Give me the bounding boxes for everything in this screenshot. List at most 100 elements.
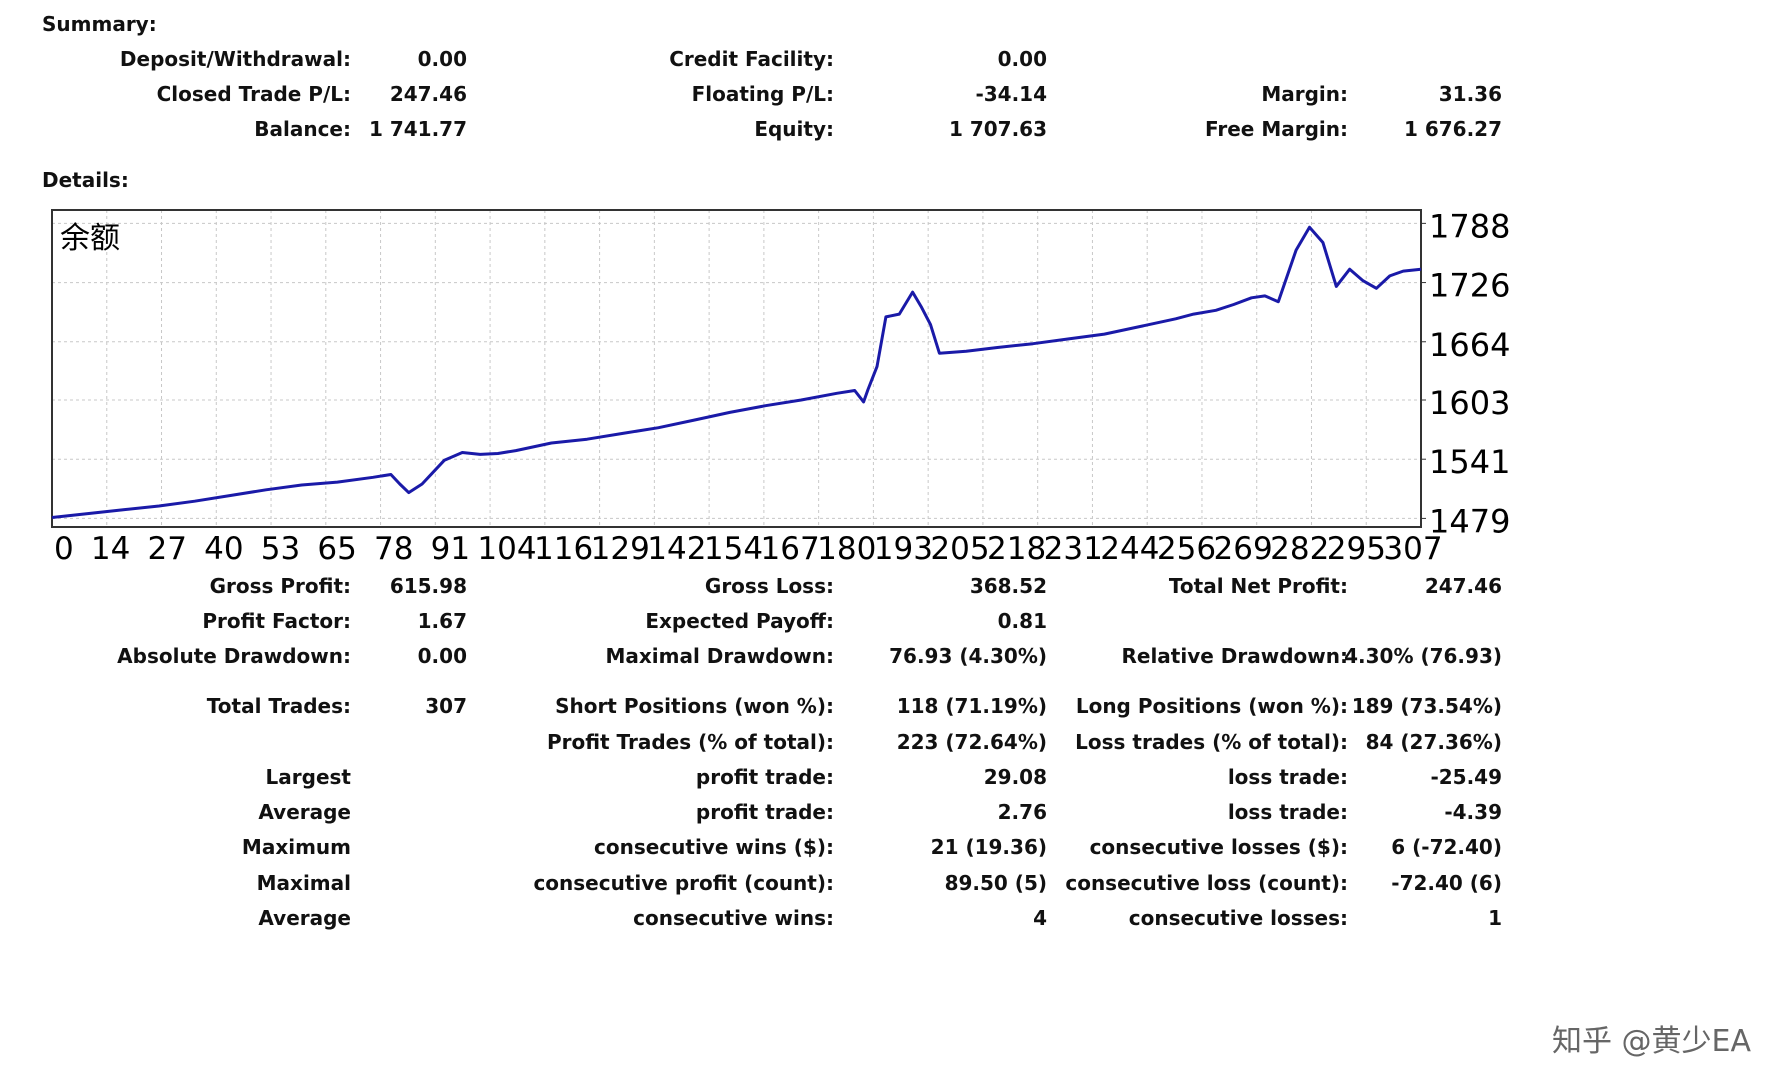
x-tick-label: 0 xyxy=(54,531,74,567)
x-tick-label: 231 xyxy=(1044,531,1103,567)
maximal-label: Maximal xyxy=(256,871,351,895)
x-tick-label: 167 xyxy=(761,531,820,567)
average-consecutive-wins-label: consecutive wins: xyxy=(633,906,834,930)
short-positions-label: Short Positions (won %): xyxy=(555,694,834,718)
credit-value: 0.00 xyxy=(997,47,1047,71)
deposit-value: 0.00 xyxy=(417,47,467,71)
gross-profit-label: Gross Profit: xyxy=(209,574,351,598)
gross-loss-label: Gross Loss: xyxy=(704,574,834,598)
largest-profit-label: profit trade: xyxy=(695,765,834,789)
x-tick-label: 269 xyxy=(1214,531,1273,567)
loss-trades-label: Loss trades (% of total): xyxy=(1075,730,1348,754)
y-tick-label: 1788 xyxy=(1429,207,1510,245)
maximum-label: Maximum xyxy=(241,835,351,859)
total-trades-value: 307 xyxy=(425,694,467,718)
max-consecutive-losses-label: consecutive losses ($): xyxy=(1089,835,1348,859)
maximal-consecutive-profit-label: consecutive profit (count): xyxy=(533,871,834,895)
x-tick-label: 65 xyxy=(317,531,356,567)
x-tick-label: 218 xyxy=(987,531,1046,567)
deposit-label: Deposit/Withdrawal: xyxy=(119,47,351,71)
profit-factor-label: Profit Factor: xyxy=(202,609,351,633)
margin-value: 31.36 xyxy=(1438,82,1502,106)
maximal-drawdown-label: Maximal Drawdown: xyxy=(605,644,834,668)
x-tick-label: 295 xyxy=(1327,531,1386,567)
summary-title: Summary: xyxy=(42,12,157,36)
floating-pl-value: -34.14 xyxy=(975,82,1047,106)
balance-label: Balance: xyxy=(254,117,351,141)
average-loss-label: loss trade: xyxy=(1227,800,1348,824)
x-tick-label: 244 xyxy=(1100,531,1159,567)
plot-area xyxy=(52,210,1421,527)
x-tick-label: 116 xyxy=(534,531,593,567)
free-margin-value: 1 676.27 xyxy=(1403,117,1502,141)
maximal-consecutive-loss-label: consecutive loss (count): xyxy=(1065,871,1348,895)
absolute-drawdown-value: 0.00 xyxy=(417,644,467,668)
x-tick-label: 205 xyxy=(930,531,989,567)
free-margin-label: Free Margin: xyxy=(1204,117,1348,141)
closed-pl-value: 247.46 xyxy=(389,82,467,106)
average-consecutive-wins-value: 4 xyxy=(1033,906,1047,930)
closed-pl-label: Closed Trade P/L: xyxy=(156,82,351,106)
y-tick-label: 1603 xyxy=(1429,384,1510,422)
x-tick-label: 193 xyxy=(874,531,933,567)
y-tick-label: 1664 xyxy=(1429,326,1510,364)
average-consecutive-label: Average xyxy=(258,906,351,930)
x-tick-label: 180 xyxy=(817,531,876,567)
average-label: Average xyxy=(258,800,351,824)
largest-profit-value: 29.08 xyxy=(983,765,1047,789)
credit-label: Credit Facility: xyxy=(669,47,834,71)
x-tick-label: 104 xyxy=(477,531,536,567)
y-tick-label: 1479 xyxy=(1429,502,1510,540)
largest-loss-value: -25.49 xyxy=(1430,765,1502,789)
average-profit-value: 2.76 xyxy=(997,800,1047,824)
profit-trades-label: Profit Trades (% of total): xyxy=(546,730,834,754)
plot-frame xyxy=(51,209,1422,528)
max-consecutive-wins-label: consecutive wins ($): xyxy=(593,835,834,859)
total-net-profit-label: Total Net Profit: xyxy=(1168,574,1348,598)
profit-trades-value: 223 (72.64%) xyxy=(896,730,1047,754)
x-tick-label: 14 xyxy=(91,531,130,567)
average-consecutive-losses-value: 1 xyxy=(1488,906,1502,930)
x-tick-label: 78 xyxy=(374,531,413,567)
profit-factor-value: 1.67 xyxy=(417,609,467,633)
loss-trades-value: 84 (27.36%) xyxy=(1365,730,1502,754)
long-positions-label: Long Positions (won %): xyxy=(1075,694,1348,718)
x-tick-label: 27 xyxy=(148,531,187,567)
gross-profit-value: 615.98 xyxy=(389,574,467,598)
largest-label: Largest xyxy=(265,765,351,789)
max-consecutive-wins-value: 21 (19.36) xyxy=(930,835,1047,859)
relative-drawdown-value: 4.30% (76.93) xyxy=(1344,644,1502,668)
x-tick-label: 154 xyxy=(704,531,763,567)
expected-payoff-value: 0.81 xyxy=(997,609,1047,633)
x-tick-label: 307 xyxy=(1383,531,1442,567)
total-trades-label: Total Trades: xyxy=(206,694,351,718)
average-consecutive-losses-label: consecutive losses: xyxy=(1128,906,1348,930)
details-title: Details: xyxy=(42,168,129,192)
chart-title: 余额 xyxy=(60,221,120,256)
y-tick-label: 1726 xyxy=(1429,267,1510,305)
x-tick-label: 40 xyxy=(204,531,243,567)
equity-label: Equity: xyxy=(754,117,834,141)
x-tick-label: 129 xyxy=(591,531,650,567)
x-tick-label: 142 xyxy=(647,531,706,567)
x-tick-label: 91 xyxy=(431,531,470,567)
largest-loss-label: loss trade: xyxy=(1227,765,1348,789)
x-tick-label: 53 xyxy=(261,531,300,567)
x-tick-label: 256 xyxy=(1157,531,1216,567)
maximal-drawdown-value: 76.93 (4.30%) xyxy=(889,644,1047,668)
long-positions-value: 189 (73.54%) xyxy=(1351,694,1502,718)
balance-value: 1 741.77 xyxy=(368,117,467,141)
maximal-consecutive-profit-value: 89.50 (5) xyxy=(944,871,1047,895)
watermark: 知乎 @黄少EA xyxy=(1552,1024,1752,1059)
gross-loss-value: 368.52 xyxy=(969,574,1047,598)
floating-pl-label: Floating P/L: xyxy=(691,82,834,106)
margin-label: Margin: xyxy=(1261,82,1348,106)
max-consecutive-losses-value: 6 (-72.40) xyxy=(1391,835,1502,859)
relative-drawdown-label: Relative Drawdown: xyxy=(1121,644,1348,668)
y-tick-label: 1541 xyxy=(1429,443,1510,481)
average-profit-label: profit trade: xyxy=(695,800,834,824)
total-net-profit-value: 247.46 xyxy=(1424,574,1502,598)
short-positions-value: 118 (71.19%) xyxy=(896,694,1047,718)
equity-value: 1 707.63 xyxy=(948,117,1047,141)
absolute-drawdown-label: Absolute Drawdown: xyxy=(117,644,351,668)
